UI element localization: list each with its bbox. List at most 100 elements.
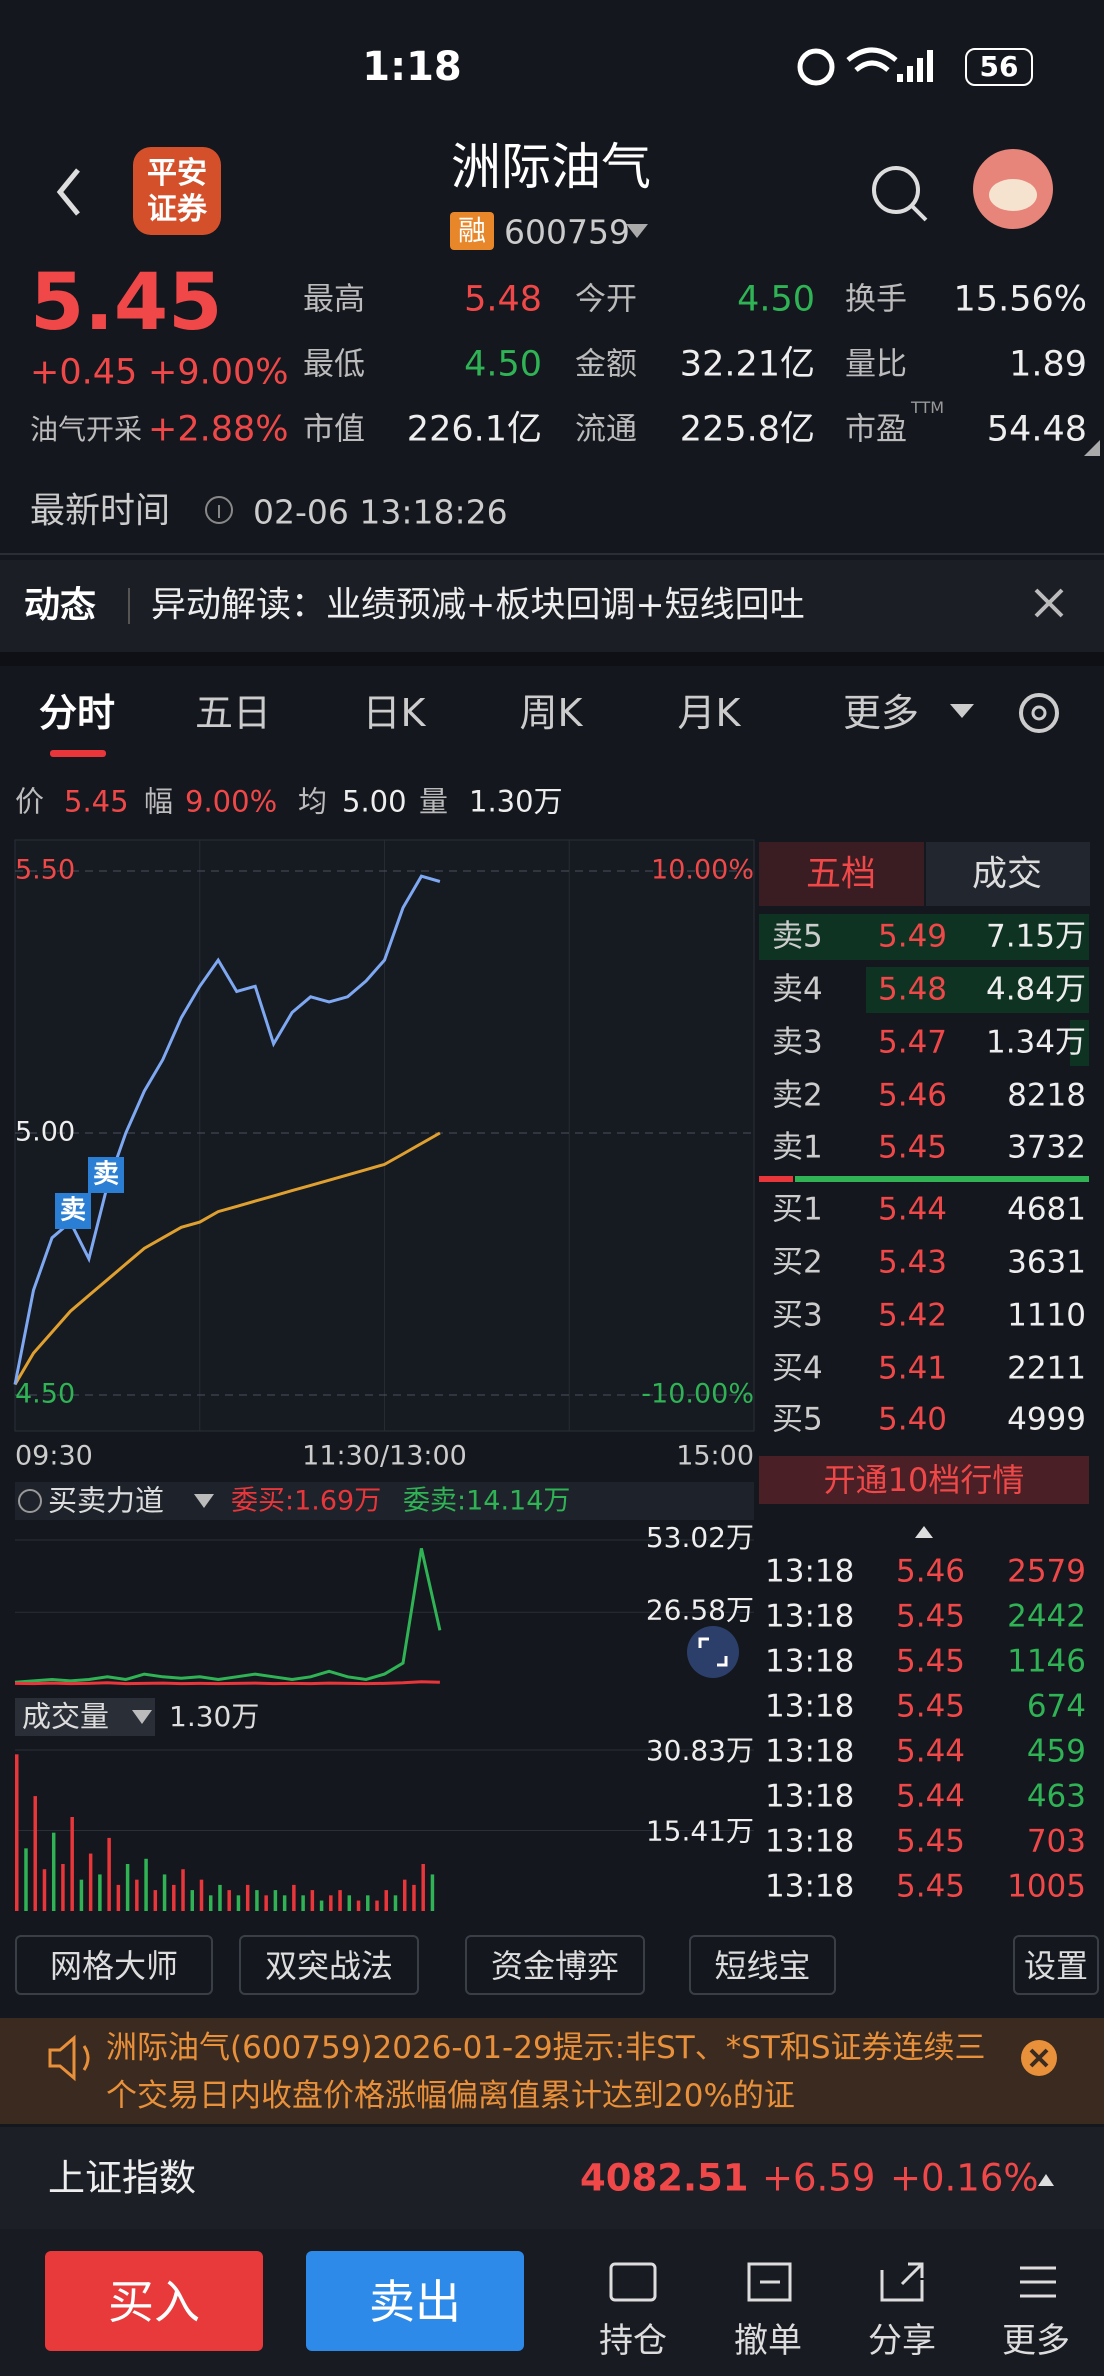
update-label: 最新时间 <box>30 491 171 532</box>
stock-code: 600759 <box>504 212 630 252</box>
tool-label[interactable]: 双突战法 <box>264 1947 394 1985</box>
y2-tick-label: 10.00% <box>651 855 754 886</box>
tool-button[interactable] <box>15 1935 213 1995</box>
sell-label[interactable]: 卖出 <box>369 2275 461 2329</box>
search-icon[interactable] <box>872 166 920 214</box>
settings-icon[interactable] <box>1019 693 1059 733</box>
trade-volume: 459 <box>1026 1733 1086 1770</box>
trade-time: 13:18 <box>765 1778 855 1815</box>
tool-button[interactable] <box>689 1935 836 1995</box>
buy-button[interactable] <box>45 2251 263 2351</box>
nav-item[interactable]: 持仓 <box>599 2321 667 2361</box>
depth-bar <box>1070 1020 1089 1066</box>
settings-icon-core <box>1031 705 1047 721</box>
trade-volume: 674 <box>1026 1688 1086 1725</box>
spacer <box>0 652 1104 666</box>
trade-volume: 703 <box>1026 1823 1086 1860</box>
trade-volume: 2442 <box>1007 1598 1086 1635</box>
volume-bar <box>135 1879 139 1911</box>
upgrade-label[interactable]: 开通10档行情 <box>823 1461 1025 1499</box>
volume-dropdown <box>132 1710 152 1724</box>
stat-label: 最低 <box>303 346 365 383</box>
battery-level: 56 <box>979 50 1019 83</box>
volume-bar <box>430 1874 435 1911</box>
index-expand[interactable] <box>1038 2174 1054 2186</box>
nav-item[interactable]: 分享 <box>868 2321 936 2361</box>
volume-bar <box>338 1890 342 1911</box>
close-icon[interactable] <box>1034 588 1064 618</box>
stat-label: 市值 <box>303 411 365 448</box>
chart-tab[interactable]: 周K <box>519 691 583 735</box>
buy-label[interactable]: 买入 <box>108 2275 200 2329</box>
chart-tab[interactable]: 月K <box>677 691 741 735</box>
nav-item[interactable]: 更多 <box>1002 2321 1070 2361</box>
stat-label: 换手 <box>845 281 907 318</box>
volume-bar <box>107 1837 111 1911</box>
volume-bar <box>181 1869 185 1911</box>
book-tab[interactable]: 成交 <box>971 854 1043 895</box>
dropdown-icon[interactable] <box>626 224 648 238</box>
fullscreen-button[interactable] <box>687 1626 739 1678</box>
chart-tab[interactable]: 更多 <box>842 691 920 735</box>
info-icon[interactable] <box>205 496 233 524</box>
volume-bar <box>384 1890 388 1911</box>
chart-tab[interactable]: 五日 <box>194 691 272 735</box>
tool-label[interactable]: 设置 <box>1023 1947 1089 1985</box>
broker-logo[interactable] <box>133 147 221 235</box>
book-level: 买1 <box>772 1191 823 1228</box>
upgrade-button[interactable] <box>759 1456 1089 1504</box>
volume-bar <box>98 1874 102 1911</box>
series-line <box>13 874 441 1385</box>
trade-time: 13:18 <box>765 1868 855 1905</box>
volume-bar <box>116 1884 121 1911</box>
trade-time: 13:18 <box>765 1733 855 1770</box>
tool-label[interactable]: 资金博弈 <box>490 1947 620 1985</box>
back-icon[interactable] <box>56 168 80 216</box>
logo-text: 平安 <box>147 156 207 191</box>
stat-label-sup: TTM <box>911 398 945 417</box>
news-text[interactable]: 异动解读：业绩预减+板块回调+短线回吐 <box>151 585 805 626</box>
chart-tab[interactable]: 日K <box>362 691 426 735</box>
indicator-title[interactable]: 买卖力道 <box>48 1483 165 1518</box>
volume-bar <box>79 1879 84 1911</box>
book-volume: 3732 <box>1007 1129 1086 1166</box>
stat-label: 金额 <box>575 346 637 383</box>
book-volume: 4681 <box>1007 1191 1086 1228</box>
ratio-bar-buy <box>795 1176 1089 1182</box>
volume-bar <box>24 1848 28 1911</box>
book-tab[interactable]: 五档 <box>805 854 877 895</box>
volume-bar <box>393 1895 398 1911</box>
more-arrow[interactable] <box>950 704 974 718</box>
x-tick-label: 09:30 <box>15 1441 93 1472</box>
stat-value: 4.50 <box>737 279 815 320</box>
tool-button[interactable] <box>1013 1935 1099 1995</box>
volume-bar <box>310 1890 315 1911</box>
legend-entry: 委卖:14.14万 <box>403 1485 571 1517</box>
sell-button[interactable] <box>306 2251 524 2351</box>
trade-price: 5.44 <box>896 1778 966 1815</box>
summary-value: 5.00 <box>342 784 407 819</box>
chart-tab[interactable]: 分时 <box>38 691 116 735</box>
index-band <box>0 2127 1104 2229</box>
nav-item[interactable]: 撤单 <box>734 2321 802 2361</box>
tool-label[interactable]: 网格大师 <box>49 1947 179 1985</box>
book-price: 5.42 <box>878 1297 948 1334</box>
share-icon <box>880 2262 924 2302</box>
logo-text: 证券 <box>147 192 207 227</box>
last-price: 5.45 <box>30 258 223 348</box>
scroll-up-icon[interactable] <box>915 1526 933 1538</box>
book-volume: 1110 <box>1007 1297 1086 1334</box>
book-volume: 4999 <box>1007 1401 1086 1438</box>
tab-active <box>759 842 924 906</box>
stat-value: 32.21亿 <box>679 344 815 385</box>
summary-value: 1.30万 <box>469 784 563 819</box>
tool-label[interactable]: 短线宝 <box>714 1947 811 1985</box>
tool-button[interactable] <box>239 1935 419 1995</box>
trade-volume: 2579 <box>1007 1553 1086 1590</box>
x-tick-label: 11:30/13:00 <box>302 1441 467 1472</box>
volume-title[interactable]: 成交量 <box>22 1699 110 1734</box>
tool-button[interactable] <box>465 1935 645 1995</box>
volume-bar <box>227 1890 231 1911</box>
volume-bar <box>329 1895 333 1911</box>
